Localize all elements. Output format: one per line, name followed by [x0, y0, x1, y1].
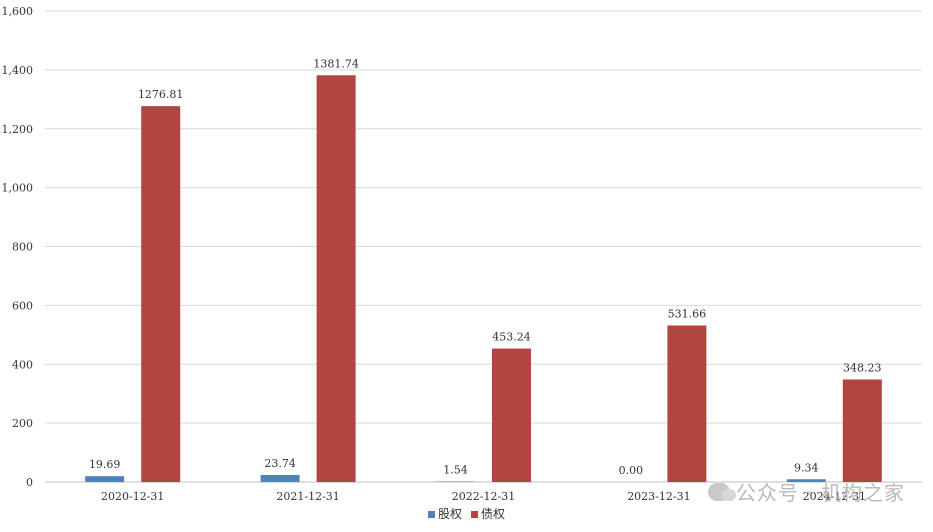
y-tick-label: 0 — [26, 476, 33, 489]
y-tick-label: 1,200 — [2, 123, 34, 136]
legend-swatch — [428, 511, 435, 518]
y-tick-label: 400 — [12, 358, 33, 371]
bar-equity — [261, 475, 300, 482]
bar-debt — [667, 325, 706, 482]
watermark: 公众号 · 机构之家 — [708, 477, 905, 506]
x-tick-label: 2022-12-31 — [452, 490, 515, 503]
data-label: 1381.74 — [313, 57, 359, 70]
legend-label: 股权 — [438, 507, 462, 521]
y-tick-label: 200 — [12, 417, 33, 430]
y-tick-label: 1,400 — [2, 64, 34, 77]
data-label: 1.54 — [443, 464, 468, 477]
data-label: 9.34 — [794, 461, 819, 474]
data-label: 23.74 — [264, 457, 296, 470]
bar-debt — [317, 75, 356, 482]
legend-swatch — [471, 511, 478, 518]
bar-debt — [843, 379, 882, 482]
wechat-icon — [708, 483, 730, 501]
data-label: 348.23 — [843, 361, 882, 374]
data-label: 19.69 — [89, 458, 121, 471]
data-label: 1276.81 — [138, 88, 184, 101]
y-tick-label: 1,600 — [2, 5, 34, 18]
y-tick-label: 800 — [12, 241, 33, 254]
x-tick-label: 2020-12-31 — [101, 490, 164, 503]
bar-equity — [85, 476, 124, 482]
legend-label: 债权 — [481, 507, 505, 521]
data-label: 453.24 — [492, 331, 531, 344]
bar-debt — [141, 106, 180, 482]
y-tick-label: 1,000 — [2, 182, 34, 195]
watermark-text: 公众号 · 机构之家 — [736, 477, 905, 506]
bar-debt — [492, 349, 531, 482]
y-tick-label: 600 — [12, 299, 33, 312]
data-label: 0.00 — [619, 464, 644, 477]
data-label: 531.66 — [668, 307, 707, 320]
x-tick-label: 2021-12-31 — [276, 490, 339, 503]
x-tick-label: 2023-12-31 — [627, 490, 690, 503]
